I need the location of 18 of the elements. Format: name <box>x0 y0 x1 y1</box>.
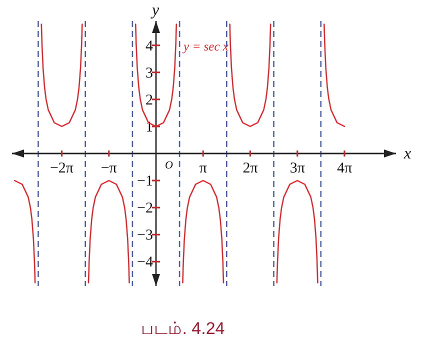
y-axis-title: y <box>150 2 160 19</box>
x-tick-label: −π <box>100 160 118 176</box>
x-tick-label: 4π <box>336 160 352 176</box>
x-tick-label: −2π <box>50 160 74 176</box>
y-tick-label: 4 <box>146 38 154 54</box>
text: படம். 4.24 <box>141 319 225 338</box>
annotation: O <box>165 160 173 172</box>
x-tick-label: π <box>199 160 208 176</box>
series-label: y = sec x <box>182 39 229 54</box>
y-tick-label: 3 <box>146 65 153 82</box>
y-tick-label: −1 <box>137 174 153 190</box>
y-tick-label: −3 <box>137 228 153 244</box>
x-tick-label: 2π <box>242 160 258 176</box>
x-axis-title: x <box>403 146 412 162</box>
y-tick-label: −2 <box>137 200 153 217</box>
y-tick-label: 2 <box>146 92 153 108</box>
x-tick-label: 3π <box>290 160 306 176</box>
y-tick-label: −4 <box>137 254 154 271</box>
